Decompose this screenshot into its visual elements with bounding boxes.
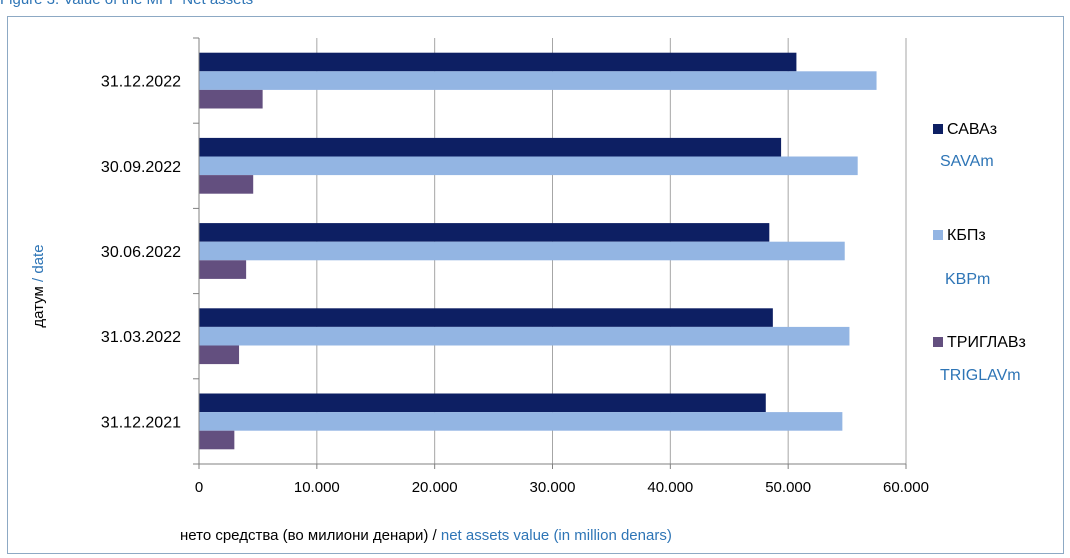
axes: [193, 37, 907, 469]
x-tick-label: 40.000: [647, 479, 693, 496]
x-tick-label: 30.000: [530, 479, 576, 496]
x-axis-label-mk: нето средства (во милиони денари) /: [180, 527, 441, 544]
bar: [199, 89, 263, 109]
figure-caption: Figure 3. Value of the MPF Net assets: [0, 0, 253, 9]
bar: [199, 52, 797, 72]
legend-label-kbp: КБПз: [947, 227, 986, 244]
x-axis-label: нето средства (во милиони денари) / net …: [180, 527, 672, 544]
x-tick-label: 20.000: [412, 479, 458, 496]
legend-swatch-triglav: [933, 337, 943, 347]
bars: [199, 52, 877, 450]
category-label: 31.03.2022: [101, 329, 181, 346]
legend-label-sava: САВАз: [947, 121, 998, 138]
bar: [199, 260, 247, 279]
x-tick-labels: 0 10.000 20.000 30.000 40.000 50.000 60.000: [195, 479, 929, 496]
x-tick-label: 10.000: [294, 479, 340, 496]
bar: [199, 241, 845, 261]
bar: [199, 223, 770, 242]
category-label: 31.12.2021: [101, 414, 181, 431]
legend-label-kbp-en: KBPm: [945, 271, 991, 288]
bar: [199, 137, 782, 157]
x-tick-label: 0: [195, 479, 203, 496]
bar: [199, 393, 766, 413]
bar: [199, 71, 877, 90]
bar: [199, 326, 850, 346]
category-label: 30.09.2022: [101, 159, 181, 176]
bar: [199, 412, 843, 431]
chart-frame: [7, 16, 1064, 554]
legend-label-sava-en: SAVAm: [940, 153, 994, 170]
bar: [199, 430, 235, 450]
category-labels: 31.12.2022 30.09.2022 30.06.2022 31.03.2022…: [101, 74, 181, 432]
bar: [199, 345, 240, 365]
category-label: 30.06.2022: [101, 244, 181, 261]
category-label: 31.12.2022: [101, 74, 181, 91]
bar: [199, 156, 858, 176]
legend-swatch-sava: [933, 124, 943, 134]
x-tick-label: 60.000: [883, 479, 929, 496]
bar: [199, 175, 254, 194]
x-axis-label-en: net assets value (in million denars): [440, 527, 672, 544]
legend-label-triglav-en: TRIGLAVm: [940, 367, 1021, 384]
legend-item-sava: САВАз: [933, 121, 997, 139]
y-axis-label-mk: датум: [30, 286, 47, 327]
bar: [199, 308, 773, 327]
legend-item-kbp: КБПз: [933, 227, 986, 245]
x-tick-label: 50.000: [765, 479, 811, 496]
legend-label-triglav: ТРИГЛАВз: [947, 334, 1026, 351]
legend-swatch-kbp: [933, 230, 943, 240]
y-axis-label-en: / date: [30, 244, 47, 286]
y-axis-label: датум / date: [30, 244, 47, 327]
legend-item-triglav: ТРИГЛАВз: [933, 334, 1026, 352]
